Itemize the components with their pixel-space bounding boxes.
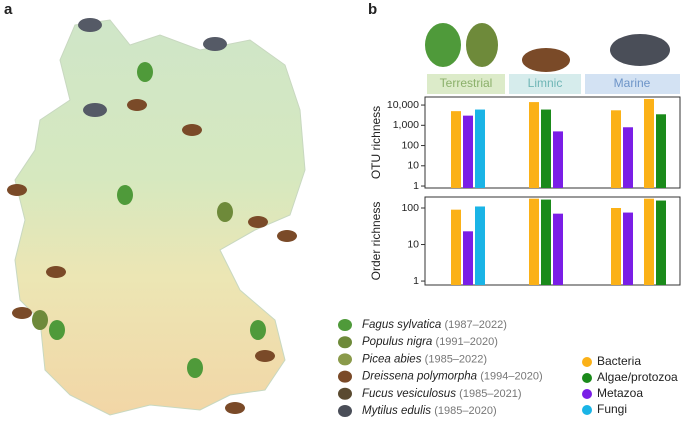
species-icon xyxy=(338,353,352,366)
species-label: Fagus sylvatica (1987–2022) xyxy=(362,319,507,331)
header-images xyxy=(425,23,670,72)
y-tick-label: 100 xyxy=(401,139,419,151)
bar xyxy=(553,213,563,285)
bar xyxy=(475,206,485,285)
species-years: (1987–2022) xyxy=(444,319,506,331)
panel-label: a xyxy=(4,1,13,18)
bar xyxy=(529,102,539,188)
bar xyxy=(656,200,666,285)
legend-swatch xyxy=(582,373,592,383)
map-icons xyxy=(7,18,297,414)
bar xyxy=(463,231,473,285)
plot-frame xyxy=(424,196,681,286)
legend-swatch xyxy=(582,389,592,399)
bar xyxy=(611,207,621,285)
group-band xyxy=(585,74,680,94)
bar xyxy=(541,109,551,188)
species-years: (1994–2020) xyxy=(480,371,542,383)
group-label: Limnic xyxy=(528,76,563,90)
y-axis-label: Order richness xyxy=(369,202,383,281)
species-label: Picea abies (1985–2022) xyxy=(362,353,487,365)
bar xyxy=(611,110,621,188)
y-axis-label: OTU richness xyxy=(369,106,383,179)
species-icon xyxy=(338,405,352,417)
bar xyxy=(644,98,654,188)
species-icon xyxy=(338,387,352,400)
legend-label: Algae/protozoa xyxy=(597,370,678,384)
group-label: Marine xyxy=(614,76,651,90)
y-tick-label: 1 xyxy=(413,180,419,192)
bar xyxy=(463,115,473,188)
species-years: (1985–2021) xyxy=(459,388,521,400)
y-tick-label: 10,000 xyxy=(387,99,419,111)
species-name: Fagus sylvatica xyxy=(362,319,441,331)
bar xyxy=(475,109,485,188)
species-name: Picea abies xyxy=(362,353,422,365)
y-tick-label: 10 xyxy=(407,160,419,172)
species-icon xyxy=(338,319,352,331)
bar xyxy=(541,199,551,285)
bar xyxy=(644,198,654,285)
bar xyxy=(451,209,461,285)
species-label: Dreissena polymorpha (1994–2020) xyxy=(362,371,543,383)
species-label: Populus nigra (1991–2020) xyxy=(362,336,498,348)
bar xyxy=(656,114,666,188)
bar xyxy=(553,131,563,188)
species-years: (1991–2020) xyxy=(436,336,498,348)
panel-label: b xyxy=(368,1,377,18)
legend-label: Fungi xyxy=(597,402,627,416)
species-years: (1985–2020) xyxy=(434,405,496,417)
plot-frame xyxy=(424,96,681,189)
species-name: Fucus vesiculosus xyxy=(362,388,456,400)
legend-label: Bacteria xyxy=(597,354,641,368)
group-band xyxy=(509,74,581,94)
species-years: (1985–2022) xyxy=(425,353,487,365)
legend-swatch xyxy=(582,357,592,367)
bar xyxy=(623,212,633,285)
legend-label: Metazoa xyxy=(597,386,643,400)
y-tick-label: 1,000 xyxy=(393,119,419,131)
species-label: Fucus vesiculosus (1985–2021) xyxy=(362,388,522,400)
y-tick-label: 10 xyxy=(407,238,419,250)
bar xyxy=(529,198,539,285)
species-name: Populus nigra xyxy=(362,336,432,348)
y-tick-label: 1 xyxy=(413,275,419,287)
group-label: Terrestrial xyxy=(440,76,493,90)
species-name: Dreissena polymorpha xyxy=(362,371,477,383)
legend-swatch xyxy=(582,405,592,415)
species-label: Mytilus edulis (1985–2020) xyxy=(362,405,497,417)
y-tick-label: 100 xyxy=(401,202,419,214)
species-icon xyxy=(338,370,352,383)
species-icon xyxy=(338,336,352,349)
species-name: Mytilus edulis xyxy=(362,405,431,417)
group-band xyxy=(427,74,505,94)
bar xyxy=(451,111,461,188)
bar xyxy=(623,127,633,188)
